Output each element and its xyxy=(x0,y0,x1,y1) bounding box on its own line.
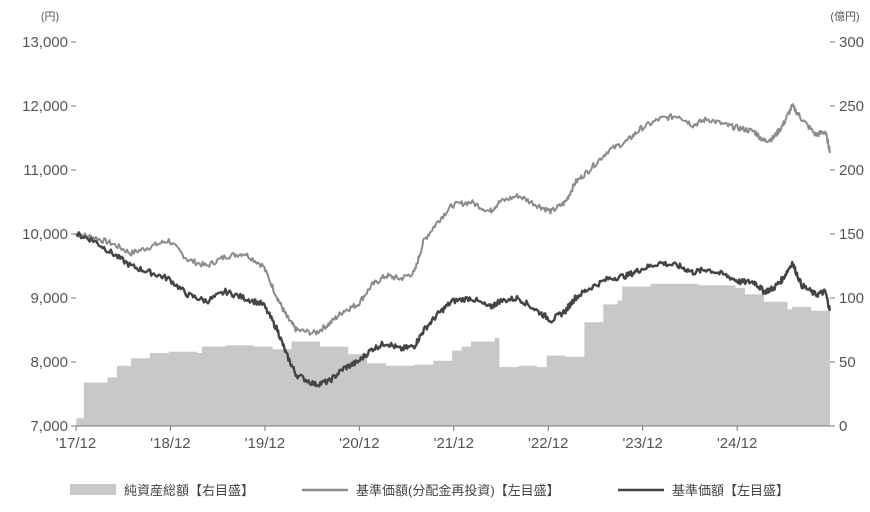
right-tick-label: 100 xyxy=(839,290,864,307)
line-layer xyxy=(75,103,832,388)
x-tick-label: '22/12 xyxy=(528,435,568,452)
legend: 純資産総額【右目盛】 基準価額(分配金再投資)【左目盛】 基準価額【左目盛】 xyxy=(70,483,789,498)
x-tick-label: '17/12 xyxy=(56,435,96,452)
legend-label: 基準価額【左目盛】 xyxy=(672,483,789,498)
x-tick-label: '24/12 xyxy=(717,435,757,452)
series-net-assets-area xyxy=(76,283,831,426)
legend-item: 基準価額(分配金再投資)【左目盛】 xyxy=(302,483,560,498)
legend-swatch xyxy=(70,484,116,495)
x-tick-label: '19/12 xyxy=(245,435,285,452)
left-tick-label: 7,000 xyxy=(30,418,68,435)
left-tick-label: 8,000 xyxy=(30,354,68,371)
left-tick-label: 11,000 xyxy=(23,162,68,179)
series-nav-line xyxy=(75,231,832,388)
legend-label: 基準価額(分配金再投資)【左目盛】 xyxy=(356,483,560,498)
right-tick-label: 50 xyxy=(839,354,856,371)
right-tick-label: 200 xyxy=(839,162,864,179)
legend-item: 純資産総額【右目盛】 xyxy=(70,483,254,498)
right-axis-unit: (億円) xyxy=(830,10,859,23)
left-tick-label: 10,000 xyxy=(22,226,68,243)
series-nav-reinvested-line xyxy=(76,103,831,336)
legend-label: 純資産総額【右目盛】 xyxy=(124,483,254,498)
x-tick-label: '18/12 xyxy=(150,435,190,452)
left-tick-label: 12,000 xyxy=(22,98,68,115)
right-tick-label: 0 xyxy=(839,418,847,435)
right-tick-label: 150 xyxy=(839,226,864,243)
left-tick-label: 9,000 xyxy=(30,290,68,307)
x-tick-label: '20/12 xyxy=(339,435,379,452)
right-tick-label: 250 xyxy=(839,98,864,115)
x-tick-label: '23/12 xyxy=(623,435,663,452)
axis-layer: (円) (億円) 7,000 8,000 9,000 10,000 11,000 12,0… xyxy=(22,10,864,452)
left-axis-unit: (円) xyxy=(41,11,59,23)
legend-item: 基準価額【左目盛】 xyxy=(618,483,789,498)
x-tick-label: '21/12 xyxy=(434,435,474,452)
area-layer xyxy=(76,283,831,426)
left-tick-label: 13,000 xyxy=(22,34,68,51)
right-tick-label: 300 xyxy=(839,34,864,51)
